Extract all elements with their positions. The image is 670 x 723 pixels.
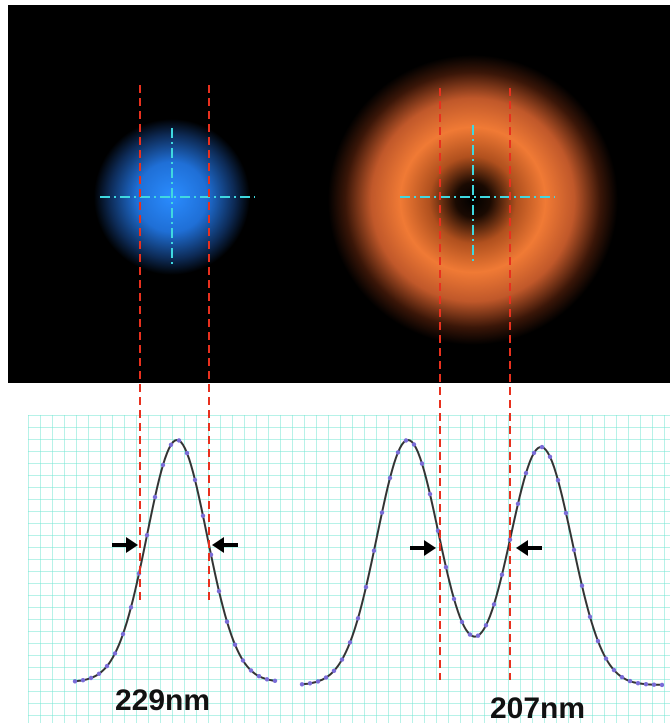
width-label: 207nm xyxy=(490,692,585,723)
profile-point xyxy=(524,471,528,475)
profile-point xyxy=(241,658,245,662)
profile-point xyxy=(217,589,221,593)
profile-point xyxy=(492,602,496,606)
profile-point xyxy=(572,548,576,552)
width-label: 229nm xyxy=(115,684,210,717)
profile-point xyxy=(548,455,552,459)
profile-point xyxy=(468,632,472,636)
profile-point xyxy=(348,640,352,644)
profile-point xyxy=(177,438,181,442)
profile-point xyxy=(652,683,656,687)
profile-point xyxy=(81,678,85,682)
profile-point xyxy=(428,492,432,496)
profile-point xyxy=(404,438,408,442)
profile-point xyxy=(508,537,512,541)
profile-point xyxy=(249,668,253,672)
profile-point xyxy=(604,656,608,660)
profile-point xyxy=(89,676,93,680)
figure: 229nm 207nm xyxy=(0,0,670,723)
profile-point xyxy=(169,443,173,447)
profile-point xyxy=(129,605,133,609)
profile-point xyxy=(193,478,197,482)
profile-point xyxy=(412,442,416,446)
profile-point xyxy=(340,657,344,661)
profile-point xyxy=(73,679,77,683)
profile-point xyxy=(532,451,536,455)
profile-point xyxy=(380,510,384,514)
profile-point xyxy=(201,514,205,518)
profile-point xyxy=(484,623,488,627)
profile-point xyxy=(636,681,640,685)
page: 229nm 207nm (() => { const data = JSON.p… xyxy=(0,0,670,723)
profile-point xyxy=(105,664,109,668)
plot-grid xyxy=(28,415,670,723)
profile-point xyxy=(588,615,592,619)
profile-point xyxy=(324,675,328,679)
profile-point xyxy=(332,669,336,673)
profile-point xyxy=(452,597,456,601)
profile-point xyxy=(612,668,616,672)
profile-point xyxy=(97,672,101,676)
profile-point xyxy=(556,478,560,482)
profile-point xyxy=(540,445,544,449)
profile-point xyxy=(225,620,229,624)
profile-point xyxy=(620,675,624,679)
profile-point xyxy=(628,679,632,683)
profile-point xyxy=(596,639,600,643)
profile-point xyxy=(300,682,304,686)
profile-point xyxy=(644,682,648,686)
profile-point xyxy=(372,549,376,553)
profile-point xyxy=(273,679,277,683)
profile-point xyxy=(580,584,584,588)
profile-point xyxy=(185,451,189,455)
profile-point xyxy=(364,585,368,589)
profile-point xyxy=(316,679,320,683)
profile-point xyxy=(233,643,237,647)
profile-point xyxy=(460,620,464,624)
profile-point xyxy=(308,681,312,685)
profile-point xyxy=(356,616,360,620)
profile-point xyxy=(113,651,117,655)
profile-point xyxy=(476,634,480,638)
profile-point xyxy=(444,565,448,569)
profile-point xyxy=(153,495,157,499)
profile-point xyxy=(396,450,400,454)
profile-point xyxy=(265,677,269,681)
profile-point xyxy=(257,674,261,678)
profile-point xyxy=(516,502,520,506)
profile-point xyxy=(564,511,568,515)
profile-point xyxy=(500,573,504,577)
profile-point xyxy=(420,461,424,465)
profile-point xyxy=(388,476,392,480)
profile-point xyxy=(161,463,165,467)
profile-point xyxy=(660,683,664,687)
profile-point xyxy=(121,632,125,636)
profile-point xyxy=(145,533,149,537)
